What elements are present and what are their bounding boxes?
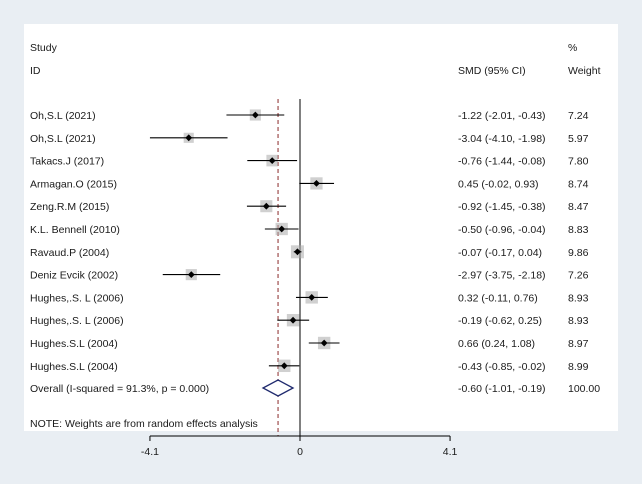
header-smd: SMD (95% CI) bbox=[458, 65, 526, 77]
point-estimate-marker bbox=[187, 271, 195, 278]
study-row: Armagan.O (2015) 0.45 (-0.02, 0.93) 8.74 bbox=[30, 177, 589, 190]
study-id-label: Zeng.R.M (2015) bbox=[30, 201, 109, 213]
study-id-label: Hughes,.S. L (2006) bbox=[30, 315, 124, 327]
overall-weight-text: 100.00 bbox=[568, 383, 600, 395]
point-estimate-marker bbox=[313, 180, 320, 187]
weight-text: 7.80 bbox=[568, 156, 589, 168]
header-study: Study bbox=[30, 42, 58, 54]
study-id-label: Oh,S.L (2021) bbox=[30, 110, 96, 122]
ci-text: -0.50 (-0.96, -0.04) bbox=[458, 224, 546, 236]
overall-label: Overall (I-squared = 91.3%, p = 0.000) bbox=[30, 383, 209, 395]
study-row: Hughes.S.L (2004) 0.66 (0.24, 1.08) 8.97 bbox=[30, 336, 589, 350]
weight-text: 8.99 bbox=[568, 361, 589, 373]
ci-text: -0.19 (-0.62, 0.25) bbox=[458, 315, 542, 327]
point-estimate-marker bbox=[251, 111, 259, 119]
point-estimate-marker bbox=[320, 339, 328, 347]
study-id-label: Oh,S.L (2021) bbox=[30, 133, 96, 145]
point-estimate-marker bbox=[185, 134, 193, 142]
ci-text: -0.43 (-0.85, -0.02) bbox=[458, 361, 546, 373]
study-id-label: Hughes,.S. L (2006) bbox=[30, 292, 124, 304]
x-tick-label: 0 bbox=[297, 446, 303, 458]
study-id-label: Hughes.S.L (2004) bbox=[30, 361, 118, 373]
ci-text: -1.22 (-2.01, -0.43) bbox=[458, 110, 546, 122]
study-id-label: Hughes.S.L (2004) bbox=[30, 338, 118, 350]
point-estimate-marker bbox=[294, 248, 301, 256]
point-estimate-marker bbox=[289, 316, 297, 324]
study-row: Hughes,.S. L (2006) -0.19 (-0.62, 0.25) 8.… bbox=[30, 314, 589, 327]
header-weight: Weight bbox=[568, 65, 601, 77]
study-row: K.L. Bennell (2010) -0.50 (-0.96, -0.04) 8… bbox=[30, 222, 589, 236]
note-text: NOTE: Weights are from random effects an… bbox=[30, 418, 258, 430]
study-row: Deniz Evcik (2002) -2.97 (-3.75, -2.18) 7.… bbox=[30, 269, 589, 282]
ci-text: 0.66 (0.24, 1.08) bbox=[458, 338, 535, 350]
weight-text: 5.97 bbox=[568, 133, 589, 145]
x-tick-label: 4.1 bbox=[443, 446, 458, 458]
study-row: Hughes,.S. L (2006) 0.32 (-0.11, 0.76) 8.9… bbox=[30, 291, 589, 304]
ci-text: -2.97 (-3.75, -2.18) bbox=[458, 270, 546, 282]
weight-text: 9.86 bbox=[568, 247, 589, 259]
plot-panel bbox=[24, 24, 618, 431]
weight-text: 8.74 bbox=[568, 178, 589, 190]
x-tick-label: -4.1 bbox=[141, 446, 159, 458]
point-estimate-marker bbox=[280, 362, 288, 370]
weight-text: 8.93 bbox=[568, 292, 589, 304]
weight-text: 7.24 bbox=[568, 110, 589, 122]
point-estimate-marker bbox=[278, 225, 286, 233]
point-estimate-marker bbox=[262, 202, 270, 210]
study-row: Takacs.J (2017) -0.76 (-1.44, -0.08) 7.80 bbox=[30, 154, 589, 168]
overall-ci-text: -0.60 (-1.01, -0.19) bbox=[458, 383, 546, 395]
study-id-label: K.L. Bennell (2010) bbox=[30, 224, 120, 236]
weight-text: 8.83 bbox=[568, 224, 589, 236]
study-row: Oh,S.L (2021) -3.04 (-4.10, -1.98) 5.97 bbox=[30, 132, 589, 145]
study-row: Zeng.R.M (2015) -0.92 (-1.45, -0.38) 8.47 bbox=[30, 200, 589, 213]
study-row: Hughes.S.L (2004) -0.43 (-0.85, -0.02) 8.9… bbox=[30, 359, 589, 373]
point-estimate-marker bbox=[308, 294, 316, 301]
study-id-label: Armagan.O (2015) bbox=[30, 178, 117, 190]
header-percent: % bbox=[568, 42, 577, 54]
study-id-label: Takacs.J (2017) bbox=[30, 156, 104, 168]
ci-text: -0.07 (-0.17, 0.04) bbox=[458, 247, 542, 259]
weight-text: 8.93 bbox=[568, 315, 589, 327]
weight-text: 8.97 bbox=[568, 338, 589, 350]
ci-text: -0.92 (-1.45, -0.38) bbox=[458, 201, 546, 213]
weight-text: 7.26 bbox=[568, 270, 589, 282]
study-row: Oh,S.L (2021) -1.22 (-2.01, -0.43) 7.24 bbox=[30, 109, 589, 122]
point-estimate-marker bbox=[268, 157, 276, 164]
study-id-label: Ravaud.P (2004) bbox=[30, 247, 109, 259]
ci-text: 0.32 (-0.11, 0.76) bbox=[458, 292, 538, 304]
study-row: Ravaud.P (2004) -0.07 (-0.17, 0.04) 9.86 bbox=[30, 245, 589, 259]
weight-text: 8.47 bbox=[568, 201, 589, 213]
ci-text: -3.04 (-4.10, -1.98) bbox=[458, 133, 546, 145]
overall-diamond bbox=[261, 379, 295, 397]
ci-text: -0.76 (-1.44, -0.08) bbox=[458, 156, 546, 168]
study-rows: Oh,S.L (2021) -1.22 (-2.01, -0.43) 7.24Oh,… bbox=[30, 99, 589, 436]
x-axis: -4.1 0 4.1 bbox=[141, 435, 458, 458]
ci-text: 0.45 (-0.02, 0.93) bbox=[458, 178, 539, 190]
study-id-label: Deniz Evcik (2002) bbox=[30, 270, 118, 282]
header-id: ID bbox=[30, 65, 41, 77]
